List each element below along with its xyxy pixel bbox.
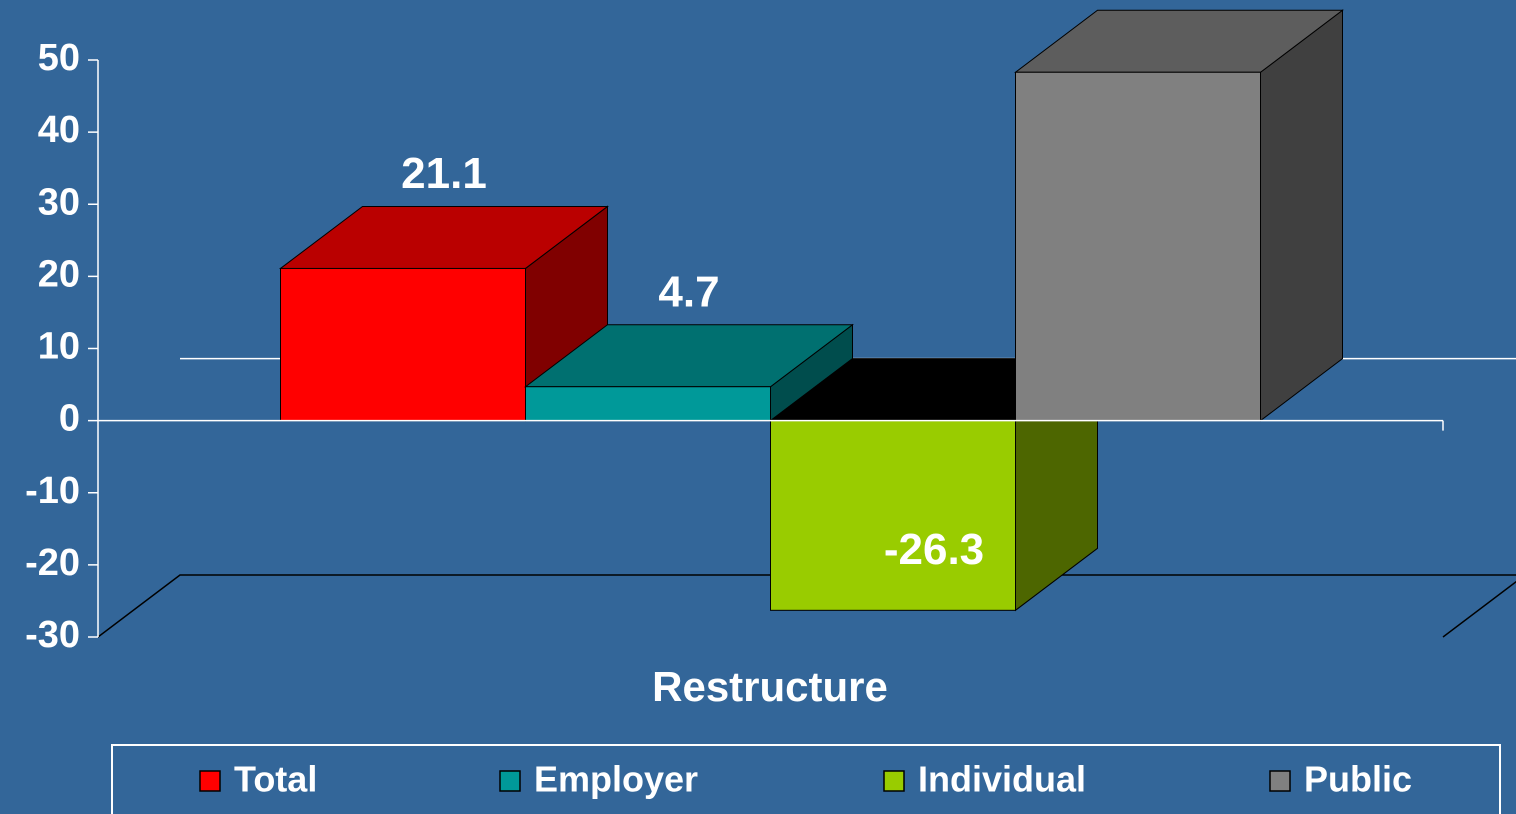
value-label: 48.3 xyxy=(1136,0,1222,2)
bar xyxy=(770,420,1016,611)
bar xyxy=(525,386,771,422)
legend-swatch xyxy=(199,770,221,792)
value-label: 4.7 xyxy=(658,267,719,316)
y-tick-label: -30 xyxy=(25,614,80,656)
y-tick-label: 40 xyxy=(38,109,80,151)
legend-swatch xyxy=(1269,770,1291,792)
y-tick-label: 20 xyxy=(38,253,80,295)
x-axis-label: Restructure xyxy=(652,663,888,710)
y-tick-label: 0 xyxy=(59,398,80,440)
value-label: -26.3 xyxy=(884,525,984,574)
legend-label: Total xyxy=(234,759,317,800)
legend-swatch xyxy=(883,770,905,792)
y-tick-label: 30 xyxy=(38,181,80,223)
legend-swatch xyxy=(499,770,521,792)
legend-label: Public xyxy=(1304,759,1412,800)
bar xyxy=(280,267,526,422)
bar-side xyxy=(1260,9,1343,422)
legend-box xyxy=(111,744,1501,814)
legend-label: Employer xyxy=(534,759,698,800)
y-tick-label: -10 xyxy=(25,470,80,512)
y-tick-label: 50 xyxy=(38,37,80,79)
value-label: 21.1 xyxy=(401,149,487,198)
y-tick-label: 10 xyxy=(38,326,80,368)
legend-label: Individual xyxy=(918,759,1086,800)
bar xyxy=(1015,71,1261,422)
y-tick-label: -20 xyxy=(25,542,80,584)
